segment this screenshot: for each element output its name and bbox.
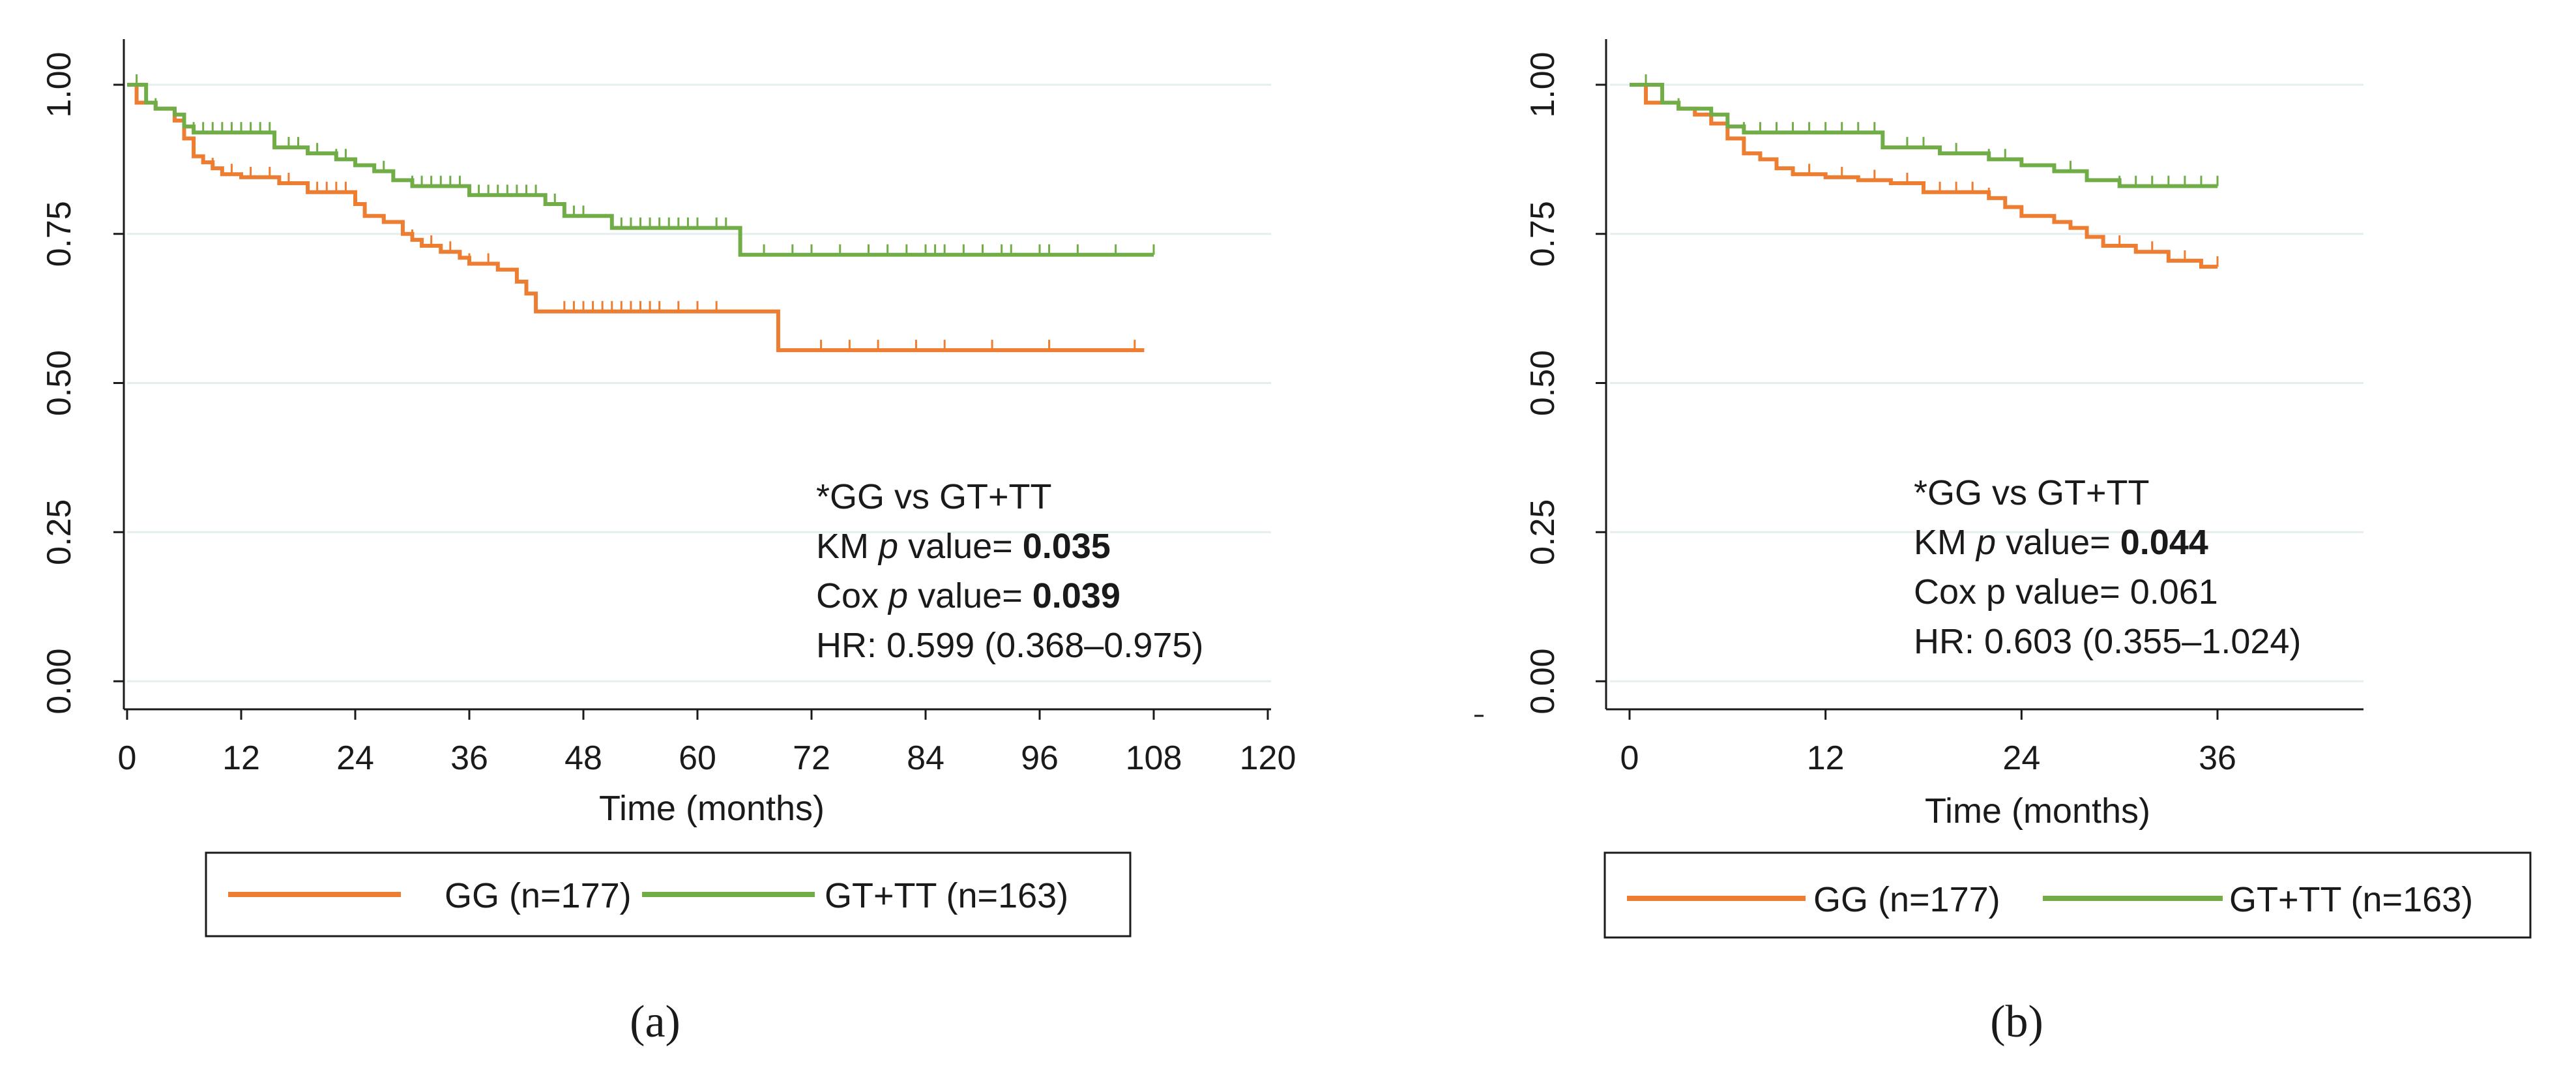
panel-b-label: (b) [1990,997,2043,1047]
panel-a-legend-gttt-label: GT+TT (n=163) [825,876,1068,915]
panel-a-y-tick-label-0: 0.00 [40,648,78,714]
panel-a-legend: GG (n=177) GT+TT (n=163) [205,851,1132,937]
panel-a-y-tick-label-1: 0.25 [40,499,78,565]
panel-a-x-tick-label-1: 12 [222,739,260,777]
panel-a-y-tick-label-3: 0.75 [40,201,78,267]
panel-b-legend-box [1603,851,2532,939]
panel-a-x-tick-label-4: 48 [564,739,602,777]
panel-b-series [1630,74,2219,269]
panel-a-x-ticks: 0 12 24 36 48 60 72 84 96 108 120 [118,709,1296,777]
panel-b-legend-gttt-label: GT+TT (n=163) [2229,880,2473,919]
panel-b-legend: GG (n=177) GT+TT (n=163) [1603,851,2532,939]
panel-b-y-tick-label-4: 1.00 [1524,52,1562,117]
panel-b-km-pvalue: KM p value= 0.044 [1914,523,2208,562]
panel-a-cox-pvalue: Cox p value= 0.039 [816,576,1120,615]
panel-b-cox-pvalue: Cox p value= 0.061 [1914,572,2218,612]
panel-a-y-ticks: 0.00 0.25 0.50 0.75 1.00 [40,52,124,715]
panel-a-gridlines [127,83,1271,683]
panel-a-x-tick-label-8: 96 [1021,739,1059,777]
panel-b-y-tick-label-2: 0.50 [1524,350,1562,416]
panel-a-y-tick-label-2: 0.50 [40,350,78,416]
panel-b-y-tick-label-1: 0.25 [1524,499,1562,565]
panel-b-series-gttt-curve [1630,83,2217,188]
panel-a-x-tick-label-6: 72 [793,739,830,777]
panel-a-series [127,74,1155,353]
panel-b-gridlines [1610,83,2364,683]
panel-b-legend-gg-label: GG (n=177) [1813,880,2000,919]
panel-a-label: (a) [630,997,681,1047]
panel-b-x-tick-label-0: 0 [1620,739,1639,777]
panel-b-y-tick-label-0: 0.00 [1524,648,1562,714]
panel-a-x-tick-label-9: 108 [1126,739,1182,777]
panel-a: 0 12 24 36 48 60 72 84 96 108 120 0.00 0.25 0.50 0.75… [40,39,1296,1047]
panel-a-series-gttt-curve [127,83,1154,257]
panel-b-x-axis-title: Time (months) [1925,791,2150,831]
panel-a-y-tick-label-4: 1.00 [40,52,78,117]
panel-a-annotation: *GG vs GT+TT KM p value= 0.035 Cox p val… [816,477,1203,665]
panel-b-series-gg-curve [1630,83,2217,269]
panel-a-x-tick-label-5: 60 [679,739,716,777]
panel-a-x-tick-label-0: 0 [118,739,137,777]
panel-b-hazard-ratio: HR: 0.603 (0.355–1.024) [1914,622,2301,661]
panel-a-series-gg-curve [127,83,1145,353]
panel-b-x-tick-label-3: 36 [2199,739,2236,777]
panel-b-x-ticks: 0 12 24 36 [1620,709,2236,777]
panel-a-x-axis-title: Time (months) [599,789,825,828]
panel-a-km-pvalue: KM p value= 0.035 [816,527,1111,566]
panel-b: 0 12 24 36 0.00 0.25 0.50 0.75 1.00 Time (month… [1474,39,2532,1047]
panel-a-legend-gg-label: GG (n=177) [445,876,632,915]
panel-a-x-tick-label-3: 36 [450,739,488,777]
panel-a-x-tick-label-2: 24 [336,739,374,777]
panel-b-x-tick-label-2: 24 [2002,739,2040,777]
panel-a-annotation-title: *GG vs GT+TT [816,477,1052,516]
panel-b-y-tick-label-3: 0.75 [1524,201,1562,267]
panel-b-y-ticks: 0.00 0.25 0.50 0.75 1.00 [1524,52,1606,715]
panel-a-x-tick-label-10: 120 [1240,739,1296,777]
panel-b-annotation-title: *GG vs GT+TT [1914,473,2150,512]
panel-b-annotation: *GG vs GT+TT KM p value= 0.044 Cox p val… [1914,473,2301,661]
panel-a-hazard-ratio: HR: 0.599 (0.368–0.975) [816,626,1203,665]
panel-a-x-tick-label-7: 84 [907,739,944,777]
panel-b-x-tick-label-1: 12 [1807,739,1845,777]
